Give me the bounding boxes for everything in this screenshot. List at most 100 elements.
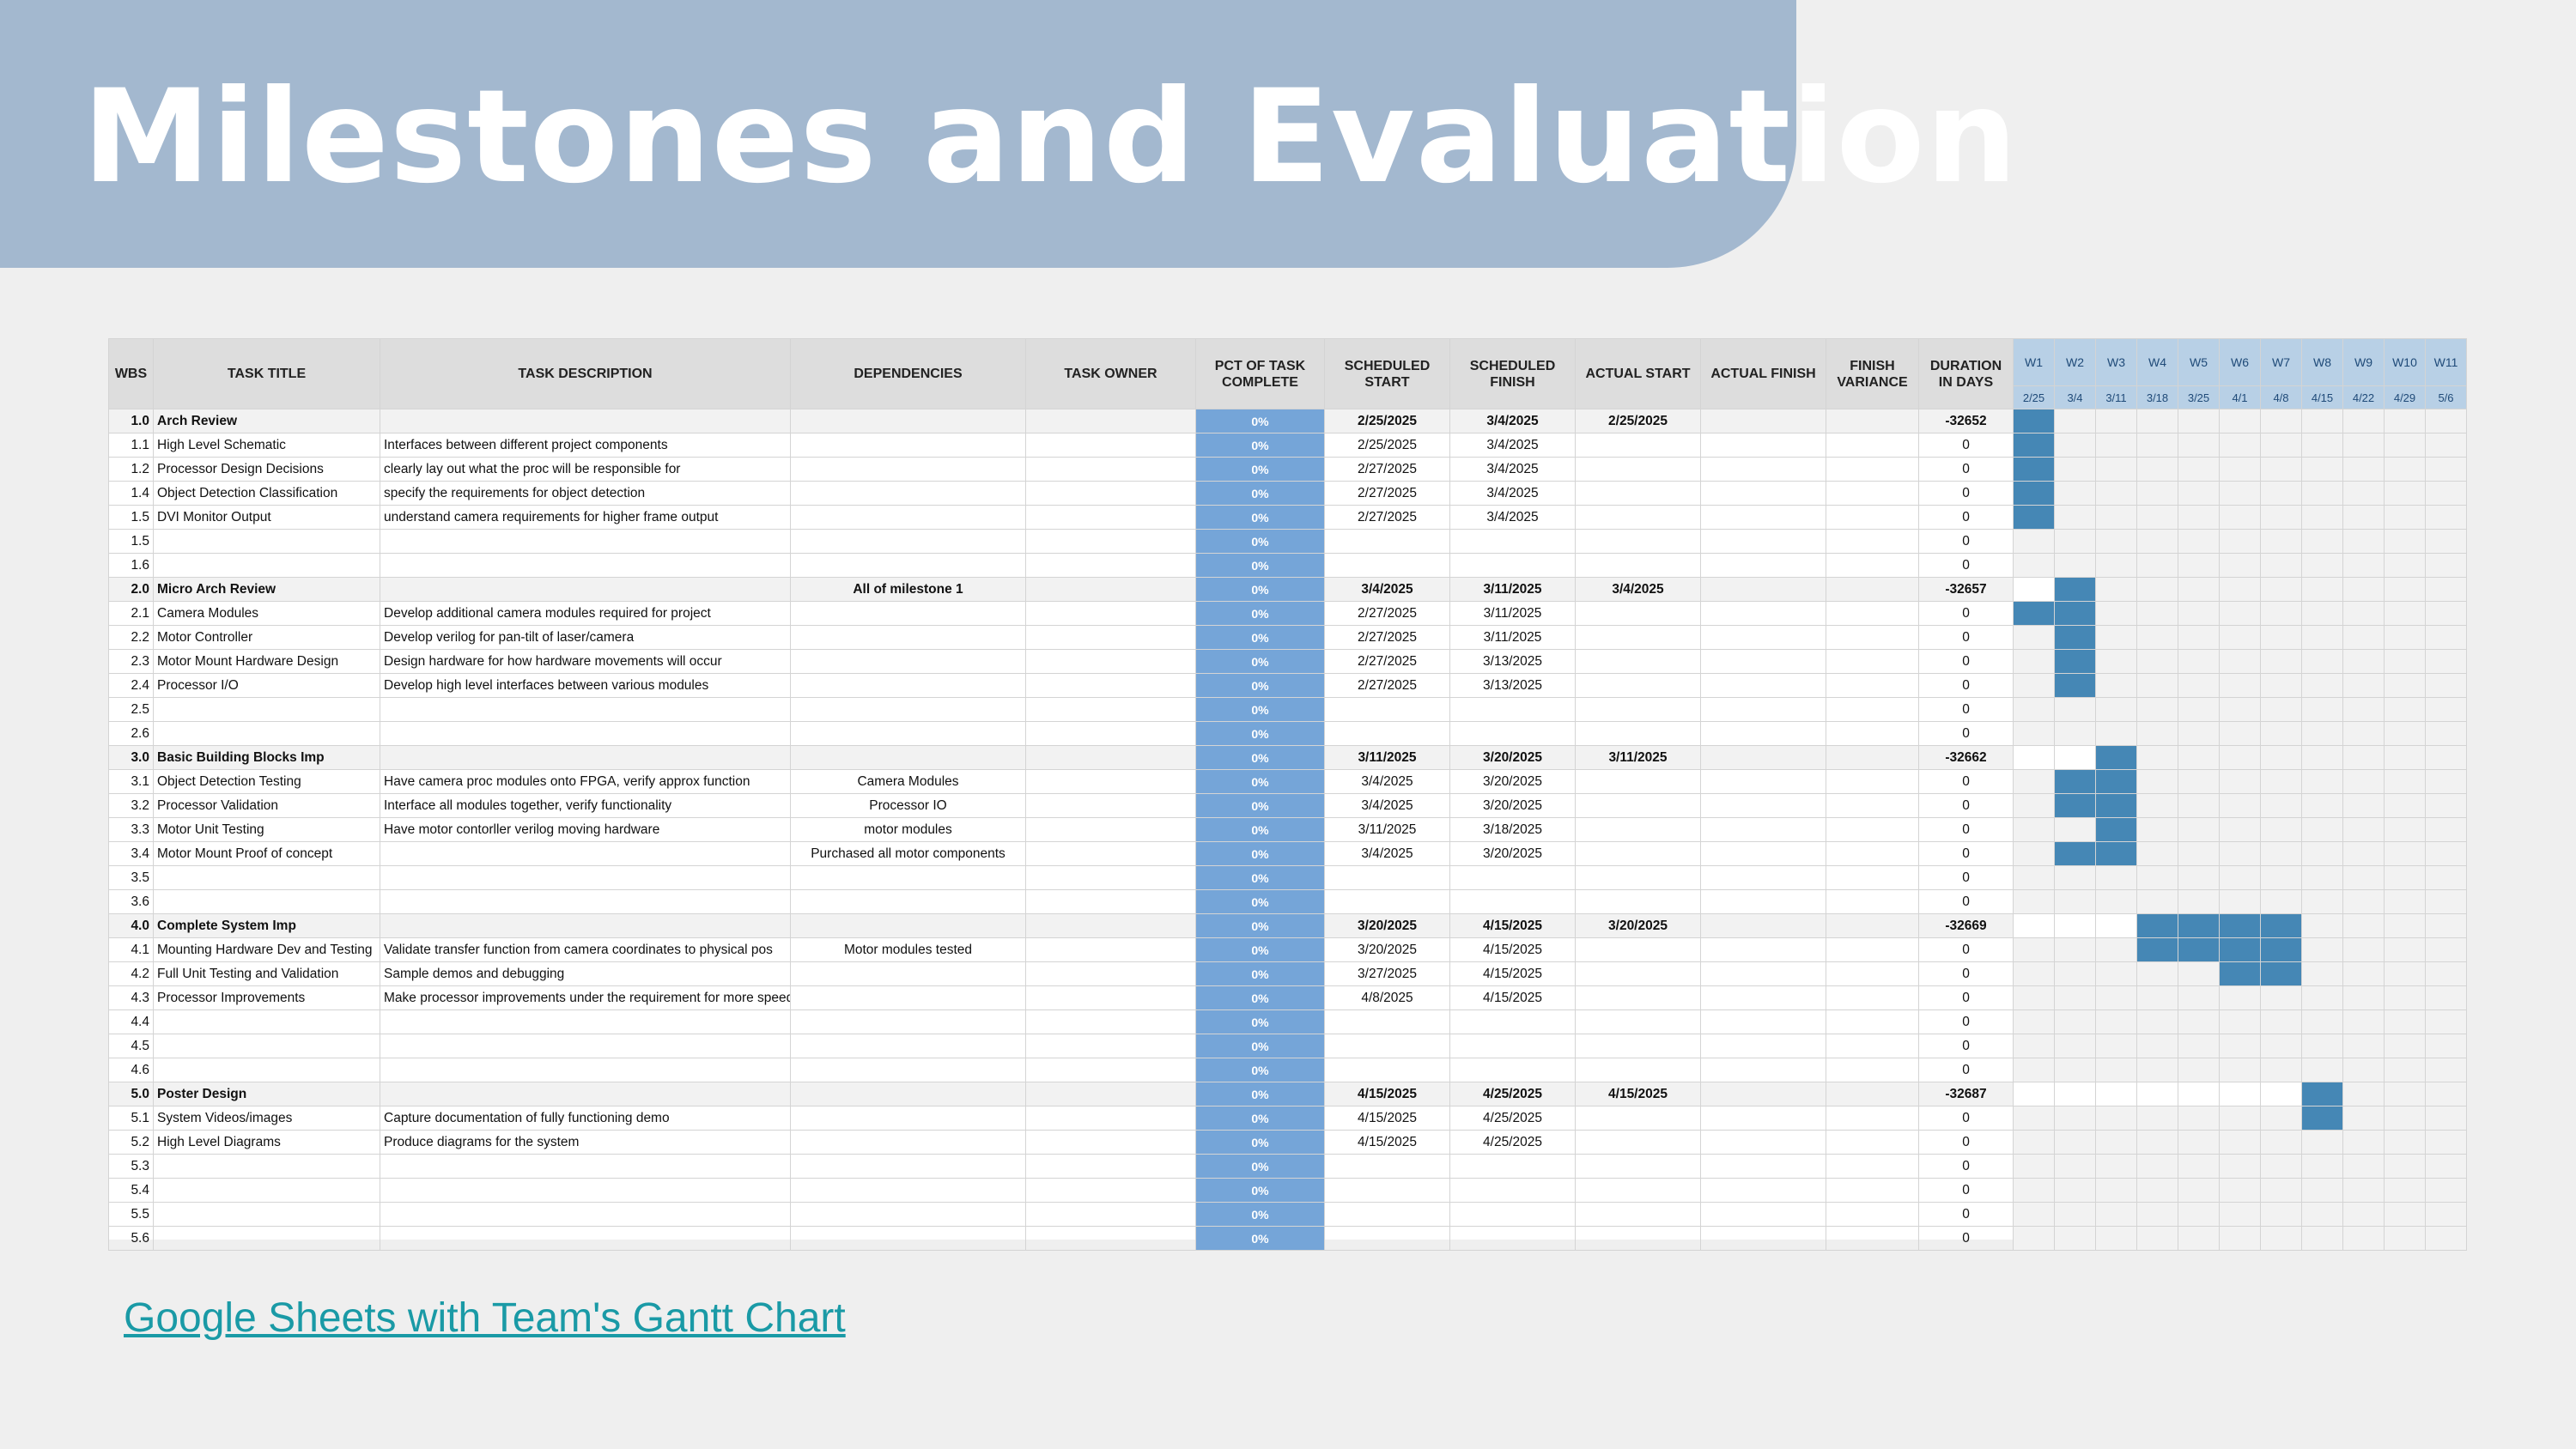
pct-complete-cell[interactable]: 0% [1195,457,1325,482]
dependencies-cell[interactable] [790,745,1026,770]
gantt-cell[interactable] [2384,961,2426,986]
gantt-cell[interactable] [2260,1058,2302,1082]
actual-finish-cell[interactable] [1700,769,1826,794]
pct-complete-cell[interactable]: 0% [1195,913,1325,938]
duration-cell[interactable]: 0 [1918,457,2014,482]
gantt-cell[interactable] [2136,745,2178,770]
gantt-cell[interactable] [2384,1202,2426,1227]
wbs-cell[interactable]: 1.1 [108,433,154,458]
gantt-cell[interactable] [2054,433,2096,458]
gantt-cell[interactable] [2095,529,2137,554]
scheduled-finish-cell[interactable]: 3/20/2025 [1449,793,1576,818]
gantt-cell[interactable] [2178,769,2220,794]
finish-variance-cell[interactable] [1826,985,1919,1010]
gantt-cell[interactable] [2260,985,2302,1010]
wbs-cell[interactable]: 3.5 [108,865,154,890]
gantt-cell[interactable] [2342,1009,2385,1034]
gantt-cell[interactable] [2054,1154,2096,1179]
task-title-cell[interactable]: DVI Monitor Output [153,505,380,530]
task-title-cell[interactable]: Motor Controller [153,625,380,650]
finish-variance-cell[interactable] [1826,1009,1919,1034]
actual-start-cell[interactable] [1575,961,1701,986]
gantt-cell[interactable] [2219,553,2261,578]
wbs-cell[interactable]: 2.5 [108,697,154,722]
scheduled-finish-cell[interactable]: 4/25/2025 [1449,1106,1576,1131]
task-owner-cell[interactable] [1025,553,1196,578]
gantt-cell[interactable] [2219,433,2261,458]
actual-finish-cell[interactable] [1700,649,1826,674]
task-description-cell[interactable]: Validate transfer function from camera c… [380,937,791,962]
gantt-cell[interactable] [2054,1034,2096,1058]
gantt-cell[interactable] [2219,1154,2261,1179]
task-description-cell[interactable] [380,1226,791,1251]
wbs-cell[interactable]: 1.5 [108,505,154,530]
gantt-cell[interactable] [2219,481,2261,506]
scheduled-finish-cell[interactable] [1449,721,1576,746]
actual-start-cell[interactable] [1575,697,1701,722]
gantt-cell[interactable] [2342,817,2385,842]
gantt-cell[interactable] [2136,793,2178,818]
task-owner-cell[interactable] [1025,913,1196,938]
gantt-cell[interactable] [2178,1202,2220,1227]
actual-start-cell[interactable]: 3/4/2025 [1575,577,1701,602]
pct-complete-cell[interactable]: 0% [1195,985,1325,1010]
task-description-cell[interactable]: Develop high level interfaces between va… [380,673,791,698]
gantt-cell[interactable] [2013,889,2055,914]
task-description-cell[interactable]: clearly lay out what the proc will be re… [380,457,791,482]
gantt-cell[interactable] [2425,1082,2467,1106]
gantt-cell[interactable] [2178,457,2220,482]
gantt-cell[interactable] [2342,457,2385,482]
actual-start-cell[interactable] [1575,625,1701,650]
gantt-cell[interactable] [2219,1178,2261,1203]
gantt-cell[interactable] [2219,625,2261,650]
gantt-cell[interactable] [2178,649,2220,674]
gantt-cell[interactable] [2260,505,2302,530]
gantt-cell[interactable] [2260,673,2302,698]
actual-start-cell[interactable] [1575,1034,1701,1058]
scheduled-start-cell[interactable]: 4/15/2025 [1324,1106,1450,1131]
scheduled-start-cell[interactable] [1324,1226,1450,1251]
actual-start-cell[interactable] [1575,841,1701,866]
dependencies-cell[interactable] [790,433,1026,458]
gantt-cell[interactable] [2095,673,2137,698]
gantt-cell[interactable] [2054,697,2096,722]
gantt-cell[interactable] [2095,577,2137,602]
gantt-cell[interactable] [2342,793,2385,818]
gantt-bar-cell[interactable] [2013,433,2055,458]
gantt-cell[interactable] [2054,481,2096,506]
gantt-bar-cell[interactable] [2013,601,2055,626]
gantt-bar-cell[interactable] [2095,793,2137,818]
gantt-cell[interactable] [2301,889,2343,914]
scheduled-start-cell[interactable] [1324,697,1450,722]
actual-finish-cell[interactable] [1700,793,1826,818]
gantt-cell[interactable] [2054,1226,2096,1251]
gantt-cell[interactable] [2136,505,2178,530]
gantt-cell[interactable] [2136,1130,2178,1155]
gantt-cell[interactable] [2425,1058,2467,1082]
task-title-cell[interactable] [153,529,380,554]
duration-cell[interactable]: 0 [1918,1058,2014,1082]
gantt-cell[interactable] [2425,793,2467,818]
pct-complete-cell[interactable]: 0% [1195,769,1325,794]
task-owner-cell[interactable] [1025,697,1196,722]
duration-cell[interactable]: 0 [1918,793,2014,818]
task-title-cell[interactable]: Motor Unit Testing [153,817,380,842]
finish-variance-cell[interactable] [1826,865,1919,890]
gantt-cell[interactable] [2342,913,2385,938]
gantt-cell[interactable] [2425,1106,2467,1131]
scheduled-finish-cell[interactable] [1449,697,1576,722]
gantt-cell[interactable] [2136,1154,2178,1179]
task-description-cell[interactable] [380,577,791,602]
gantt-cell[interactable] [2219,745,2261,770]
gantt-cell[interactable] [2178,577,2220,602]
task-description-cell[interactable]: Produce diagrams for the system [380,1130,791,1155]
task-owner-cell[interactable] [1025,841,1196,866]
gantt-cell[interactable] [2260,1082,2302,1106]
gantt-cell[interactable] [2178,721,2220,746]
actual-finish-cell[interactable] [1700,1154,1826,1179]
gantt-cell[interactable] [2013,865,2055,890]
gantt-cell[interactable] [2425,1034,2467,1058]
gantt-bar-cell[interactable] [2095,745,2137,770]
gantt-cell[interactable] [2301,481,2343,506]
gantt-cell[interactable] [2260,1154,2302,1179]
